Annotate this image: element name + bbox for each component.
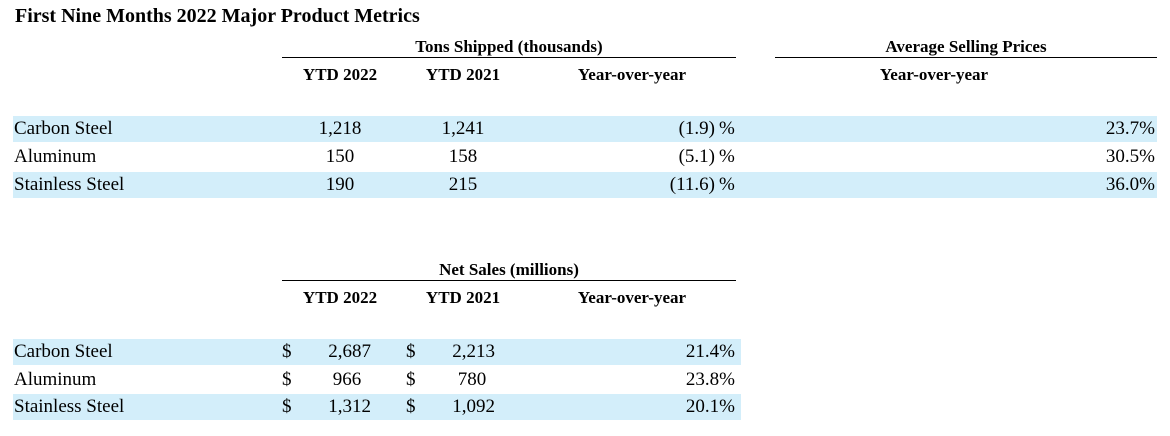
product-label: Aluminum (14, 369, 97, 390)
sales-yoy-value: 20.1% (685, 396, 735, 417)
tons-ytd2022-value: 190 (325, 174, 355, 195)
sales-col-ytd2022: YTD 2022 (302, 288, 378, 307)
asp-col-yoy: Year-over-year (879, 65, 989, 84)
sales-ytd2022-value: 1,312 (328, 396, 371, 417)
sales-col-yoy: Year-over-year (577, 288, 687, 307)
asp-heading: Average Selling Prices (885, 37, 1047, 56)
currency-symbol: $ (282, 396, 292, 417)
product-label: Aluminum (14, 146, 97, 167)
tons-yoy-percent: % (719, 146, 735, 167)
tons-yoy-value: (1.9) (678, 118, 715, 139)
tons-ytd2022-value: 1,218 (318, 118, 362, 139)
asp-yoy-value: 23.7% (1105, 118, 1155, 139)
tons-ytd2021-value: 215 (448, 174, 478, 195)
tons-yoy-percent: % (719, 118, 735, 139)
sales-yoy-value: 23.8% (685, 369, 735, 390)
sales-col-ytd2021: YTD 2021 (425, 288, 501, 307)
tons-yoy-value: (5.1) (678, 146, 715, 167)
product-label: Carbon Steel (14, 341, 113, 362)
sales-row: Carbon Steel $ 2,687 $ 2,213 21.4% (13, 339, 741, 365)
sales-ytd2022-value: 2,687 (328, 341, 371, 362)
tons-row: Stainless Steel 190 215 (11.6) % 36.0% (13, 172, 1157, 198)
tons-row: Aluminum 150 158 (5.1) % 30.5% (13, 144, 1157, 170)
tons-col-ytd2022: YTD 2022 (302, 65, 378, 84)
currency-symbol: $ (282, 369, 292, 390)
tons-ytd2021-value: 158 (448, 146, 478, 167)
tons-shipped-heading: Tons Shipped (thousands) (415, 37, 603, 56)
tons-heading-rule (282, 57, 736, 58)
sales-heading-rule (282, 280, 736, 281)
sales-ytd2021-value: 1,092 (452, 396, 495, 417)
product-label: Carbon Steel (14, 118, 113, 139)
sales-row: Stainless Steel $ 1,312 $ 1,092 20.1% (13, 394, 741, 420)
product-label: Stainless Steel (14, 174, 125, 195)
page-title: First Nine Months 2022 Major Product Met… (15, 5, 420, 27)
tons-yoy-percent: % (719, 174, 735, 195)
currency-symbol: $ (406, 369, 416, 390)
sales-ytd2022-value: 966 (332, 369, 362, 390)
currency-symbol: $ (282, 341, 292, 362)
sales-row: Aluminum $ 966 $ 780 23.8% (13, 367, 741, 393)
tons-yoy-value: (11.6) (669, 174, 715, 195)
tons-col-yoy: Year-over-year (577, 65, 687, 84)
tons-col-ytd2021: YTD 2021 (425, 65, 501, 84)
sales-ytd2021-value: 780 (457, 369, 487, 390)
net-sales-heading: Net Sales (millions) (439, 260, 579, 279)
asp-yoy-value: 36.0% (1105, 174, 1155, 195)
asp-yoy-value: 30.5% (1105, 146, 1155, 167)
product-label: Stainless Steel (14, 396, 125, 417)
sales-yoy-value: 21.4% (685, 341, 735, 362)
tons-ytd2021-value: 1,241 (441, 118, 485, 139)
tons-ytd2022-value: 150 (325, 146, 355, 167)
tons-row: Carbon Steel 1,218 1,241 (1.9) % 23.7% (13, 116, 1157, 142)
asp-heading-rule (775, 57, 1157, 58)
currency-symbol: $ (406, 396, 416, 417)
currency-symbol: $ (406, 341, 416, 362)
sales-ytd2021-value: 2,213 (452, 341, 495, 362)
